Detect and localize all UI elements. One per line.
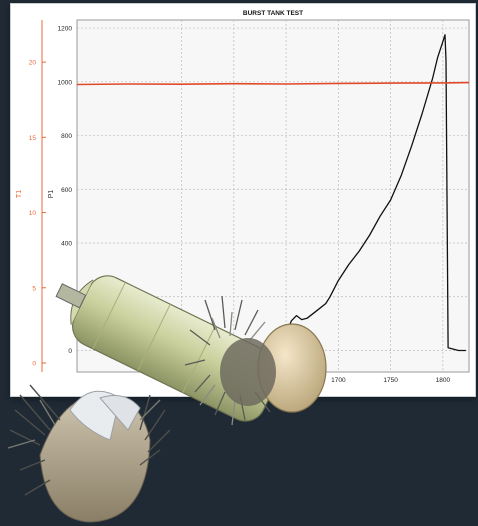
chart-title: BURST TANK TEST: [243, 10, 303, 17]
y2-tick-label: 10: [29, 210, 37, 217]
series-group: [76, 34, 470, 352]
chart-panel: 1700 1750 1800 0 200 400 600 800 1000 1200 0 5 10 1…: [10, 3, 476, 397]
y2-tick-label: 5: [32, 285, 36, 292]
y2-tick-label: 0: [32, 360, 36, 367]
y-tick-label: 0: [68, 348, 72, 355]
y-tick-label: 200: [61, 294, 72, 301]
y-tick-label: 1200: [58, 26, 73, 33]
y-tick-label: 800: [61, 133, 72, 140]
y-tick-label: 600: [61, 187, 72, 194]
y2-tick-label: 20: [29, 60, 37, 67]
x-tick-label: 1800: [436, 377, 451, 384]
y2-axis-label: T1: [16, 190, 23, 198]
series-line-1: [76, 81, 470, 86]
burst-tank-chart: 1700 1750 1800 0 200 400 600 800 1000 1200 0 5 10 1…: [16, 10, 470, 384]
y-axis-label: P1: [48, 190, 55, 199]
y2-tick-label: 15: [29, 135, 37, 142]
series-line-0: [275, 34, 466, 352]
y-tick-label: 1000: [58, 79, 73, 86]
y-tick-labels: 0 200 400 600 800 1000 1200: [58, 26, 73, 355]
burst-fragment: [7, 384, 171, 523]
y2-tick-labels: 0 5 10 15 20: [29, 60, 46, 367]
x-tick-label: 1700: [331, 377, 346, 384]
x-tick-label: 1750: [383, 377, 398, 384]
x-tick-labels: 1700 1750 1800: [331, 377, 450, 384]
plot-area: [76, 19, 470, 373]
y-tick-label: 400: [61, 241, 72, 248]
